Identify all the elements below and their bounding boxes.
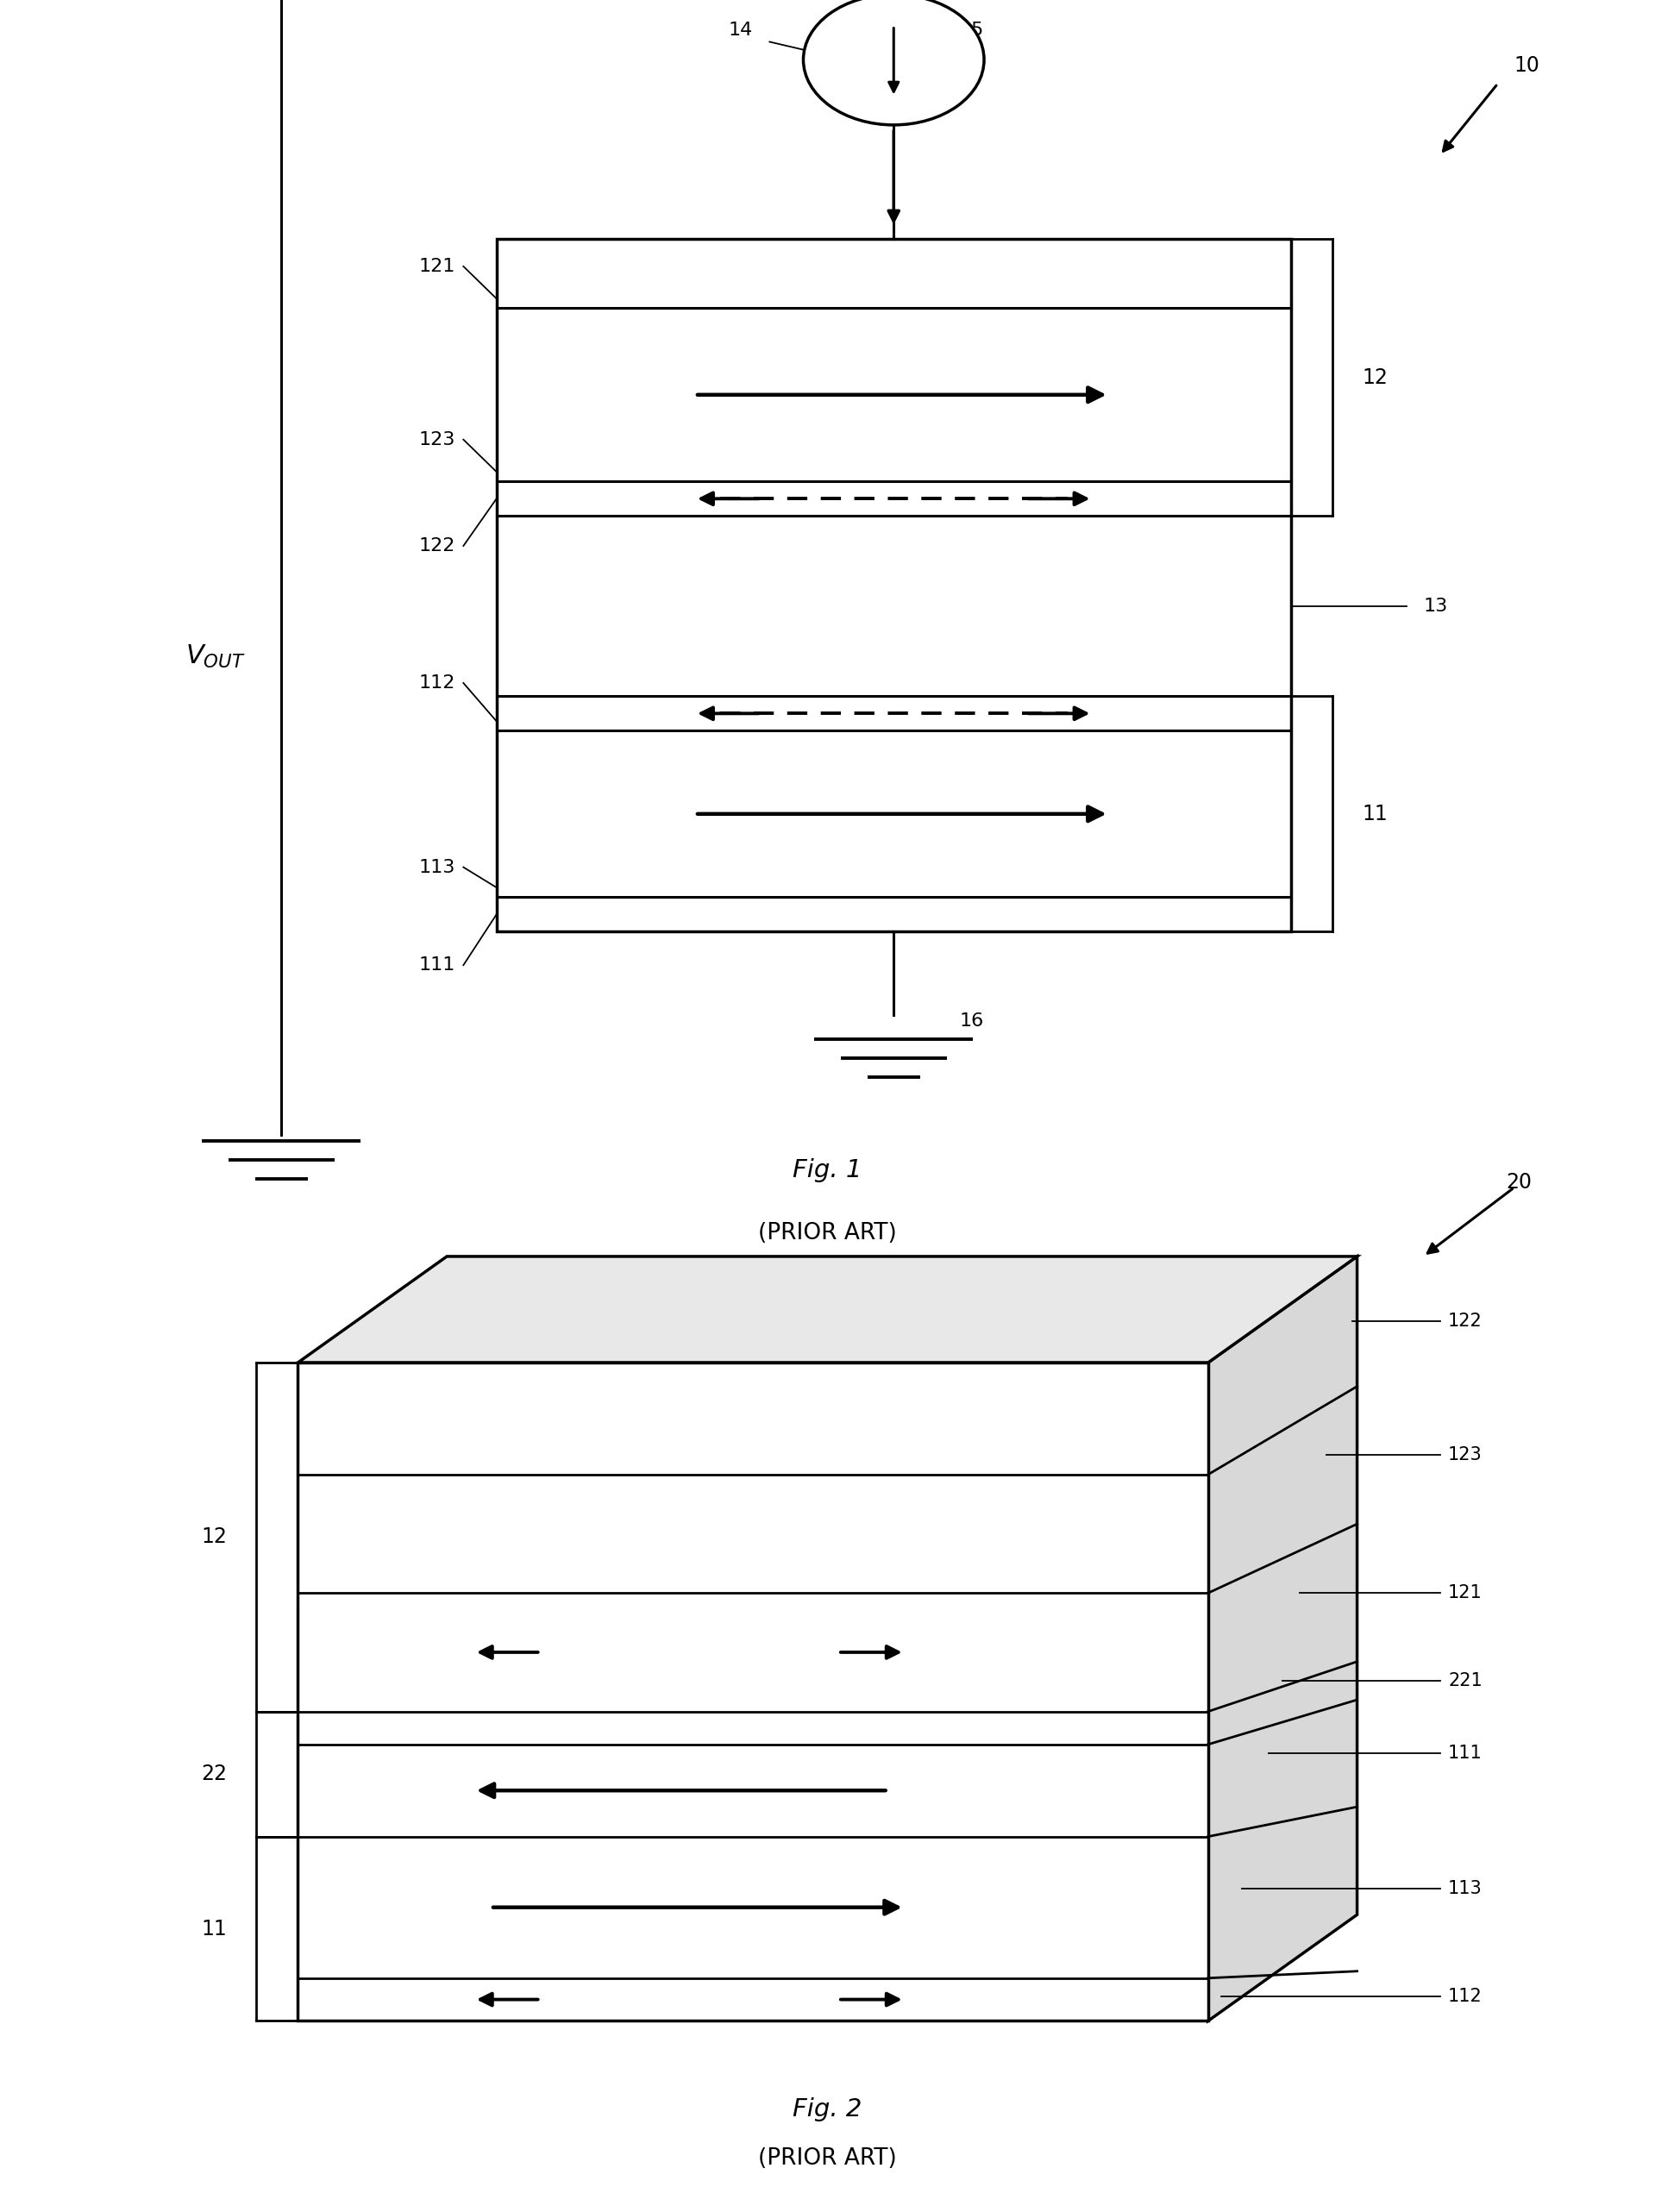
Text: 123: 123 xyxy=(419,431,455,449)
Bar xyxy=(496,239,1291,931)
Text: 123: 123 xyxy=(1448,1447,1483,1464)
Text: 121: 121 xyxy=(1448,1584,1483,1601)
Text: 11: 11 xyxy=(1362,803,1389,825)
Polygon shape xyxy=(298,1256,1357,1363)
Text: 113: 113 xyxy=(1448,1880,1483,1898)
Ellipse shape xyxy=(803,0,985,124)
Text: 16: 16 xyxy=(960,1013,985,1031)
Text: 122: 122 xyxy=(419,538,455,555)
Text: Fig. 1: Fig. 1 xyxy=(793,1159,862,1183)
Text: (PRIOR ART): (PRIOR ART) xyxy=(758,1223,897,1245)
Text: 122: 122 xyxy=(1448,1312,1483,1329)
Text: 112: 112 xyxy=(1448,1986,1483,2004)
Text: 20: 20 xyxy=(1506,1172,1533,1192)
Text: 10: 10 xyxy=(1514,55,1541,75)
Text: 121: 121 xyxy=(419,259,455,274)
Text: 111: 111 xyxy=(1448,1745,1483,1763)
Text: 12: 12 xyxy=(1362,367,1389,387)
Text: 22: 22 xyxy=(200,1763,227,1785)
Text: 113: 113 xyxy=(419,858,455,876)
Text: 11: 11 xyxy=(200,1918,227,1940)
Text: 112: 112 xyxy=(419,675,455,692)
Polygon shape xyxy=(1208,1256,1357,2022)
Text: 14: 14 xyxy=(728,22,753,38)
Text: (PRIOR ART): (PRIOR ART) xyxy=(758,2148,897,2170)
Text: Fig. 2: Fig. 2 xyxy=(793,2097,862,2121)
Text: 15: 15 xyxy=(960,22,985,38)
Text: 13: 13 xyxy=(1423,597,1448,615)
Text: 111: 111 xyxy=(419,956,455,973)
Polygon shape xyxy=(298,1363,1208,2022)
Text: 221: 221 xyxy=(1448,1672,1483,1690)
Text: $V_{OUT}$: $V_{OUT}$ xyxy=(185,644,245,670)
Text: 12: 12 xyxy=(200,1526,227,1548)
